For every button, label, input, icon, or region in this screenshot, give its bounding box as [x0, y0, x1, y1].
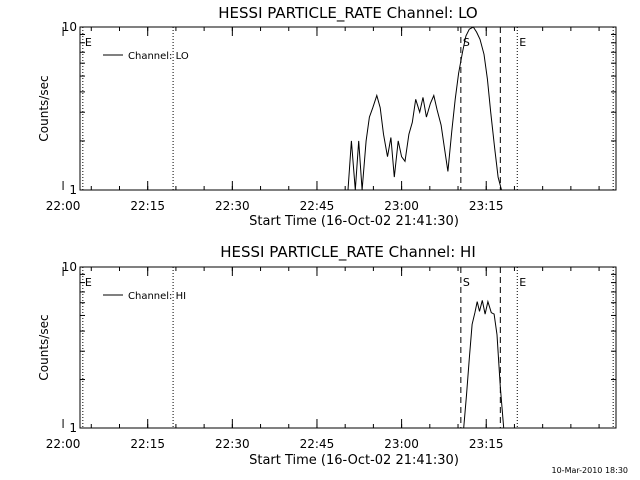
- x-tick-label: 23:15: [469, 437, 504, 451]
- x-tick-label: 22:45: [300, 199, 335, 213]
- x-tick-label: 23:00: [384, 437, 419, 451]
- x-tick-label: 22:15: [130, 199, 165, 213]
- marker-label: E: [85, 36, 92, 49]
- x-tick-label: 23:00: [384, 199, 419, 213]
- x-tick-label: 22:45: [300, 437, 335, 451]
- x-axis-label: Start Time (16-Oct-02 21:41:30): [249, 214, 459, 229]
- x-tick-label: 22:00: [46, 437, 81, 451]
- marker-label: E: [519, 276, 526, 289]
- series-line: [347, 26, 509, 191]
- marker-label: E: [519, 36, 526, 49]
- x-axis-label: Start Time (16-Oct-02 21:41:30): [249, 453, 459, 468]
- x-tick-label: 22:15: [130, 437, 165, 451]
- plot-frame: [79, 266, 617, 429]
- y-tick-label: 1: [69, 421, 77, 435]
- x-tick-label: 23:15: [469, 199, 504, 213]
- chart-panel-lo: HESSI PARTICLE_RATE Channel: LO 1 10 Counts…: [37, 4, 617, 229]
- marker-label: E: [85, 276, 92, 289]
- legend-label: Channel: LO: [128, 51, 189, 62]
- y-tick-label: 10: [62, 20, 77, 34]
- chart-title: HESSI PARTICLE_RATE Channel: LO: [218, 4, 477, 23]
- x-tick-label: 22:00: [46, 199, 81, 213]
- marker-label: S: [463, 276, 470, 289]
- y-axis-label: Counts/sec: [37, 75, 51, 141]
- y-tick-label: 1: [69, 183, 77, 197]
- marker-label: S: [463, 36, 470, 49]
- chart-panel-hi: HESSI PARTICLE_RATE Channel: HI 1 10 Counts…: [37, 243, 617, 468]
- series-line: [463, 299, 505, 429]
- chart-title: HESSI PARTICLE_RATE Channel: HI: [220, 243, 476, 262]
- y-axis-label: Counts/sec: [37, 314, 51, 380]
- legend-label: Channel: HI: [128, 291, 186, 302]
- y-tick-label: 10: [62, 260, 77, 274]
- x-tick-label: 22:30: [215, 199, 250, 213]
- footer-date: 10-Mar-2010 18:30: [552, 466, 629, 475]
- x-tick-label: 22:30: [215, 437, 250, 451]
